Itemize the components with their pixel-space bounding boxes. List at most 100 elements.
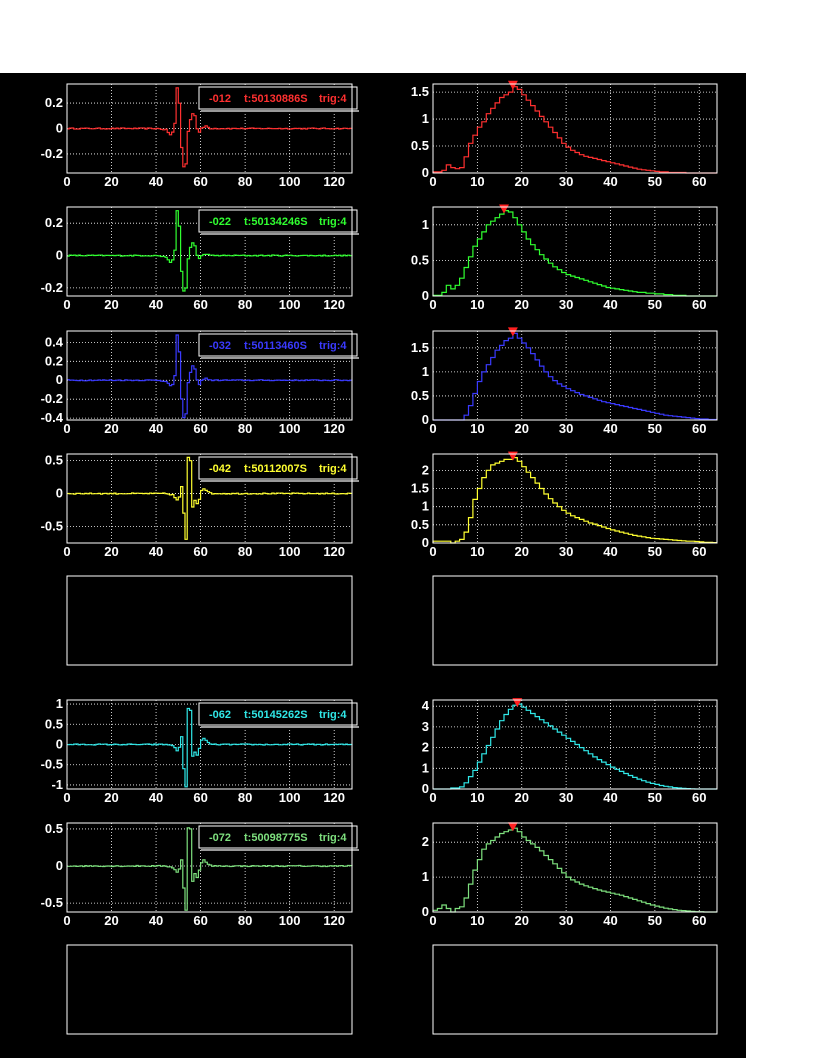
- x-tick-label: 40: [603, 913, 617, 928]
- legend-box: [198, 825, 358, 849]
- plot-frame: [66, 330, 353, 421]
- legend-trig: trig:4: [319, 216, 347, 228]
- x-tick-label: 20: [104, 174, 118, 189]
- x-tick-label: 20: [515, 174, 529, 189]
- y-tick-label: 0: [56, 737, 63, 752]
- x-tick-label: 50: [648, 421, 662, 436]
- x-tick-label: 80: [238, 297, 252, 312]
- y-tick-label: 4: [422, 698, 430, 713]
- waveform-panel-7: 0 20 40 60 80 100 120-0.500.5-072 t:50098775S tr…: [41, 821, 359, 928]
- spectrum-step: [433, 332, 717, 421]
- spectrum-panel-5: [432, 575, 718, 666]
- waveform-trace: [67, 210, 353, 292]
- legend-time: t:50098775S: [244, 832, 308, 844]
- waveform-panel-2: 0 20 40 60 80 100 120-0.200.2 -022 t:50134246S tr…: [41, 206, 359, 312]
- x-tick-label: 120: [323, 913, 345, 928]
- y-tick-label: 0.2: [45, 215, 63, 230]
- peak-marker: [499, 204, 509, 214]
- x-tick-label: 40: [603, 544, 617, 559]
- x-tick-label: 30: [559, 297, 573, 312]
- y-tick-label: 0.2: [45, 95, 63, 110]
- plot-frame: [432, 453, 718, 544]
- spectrum-step: [432, 457, 717, 544]
- plot-canvas: 0 20 40 60 80 100 120 -0.2 0 0.2 -012 t:50130886S tr…: [0, 73, 746, 1058]
- y-tick-label: 3: [422, 719, 429, 734]
- waveform-trace: [67, 827, 353, 911]
- legend-trig: trig:4: [319, 93, 347, 105]
- x-tick-label: 60: [193, 544, 207, 559]
- x-tick-label: 30: [559, 544, 573, 559]
- waveform-panel-4: 0 20 40 60 80 100 120-0.500.5-042 t:50112007S tr…: [41, 453, 359, 559]
- x-tick-label: 30: [559, 790, 573, 805]
- x-tick-label: 60: [692, 544, 706, 559]
- y-tick-label: 0.5: [411, 388, 429, 403]
- waveform-panel-1: 0 20 40 60 80 100 120-0.200.2 -012 t:50130886S tr…: [41, 83, 359, 189]
- legend-box: [198, 86, 358, 110]
- spectrum-step: [432, 86, 717, 174]
- x-tick-label: 100: [279, 174, 301, 189]
- x-tick-label: 20: [104, 790, 118, 805]
- y-tick-label: 0: [422, 412, 429, 427]
- y-tick-label: 2: [422, 462, 429, 477]
- x-tick-label: 40: [603, 297, 617, 312]
- plot-frame: [66, 699, 353, 790]
- x-tick-label: 40: [149, 174, 163, 189]
- legend-trig: trig:4: [319, 463, 347, 475]
- empty-frame: [66, 944, 353, 1035]
- spectrum-panel-2: 0 10 20 30 40 50 60 0 0.5 1: [411, 204, 718, 312]
- x-tick-label: 80: [238, 421, 252, 436]
- y-tick-label: 1: [422, 869, 429, 884]
- x-tick-label: 80: [238, 790, 252, 805]
- legend-time: t:50113460S: [244, 340, 307, 352]
- legend-channel: -022: [209, 216, 231, 228]
- charts-svg: 0 20 40 60 80 100 120-0.200.2 -012 t:50130886S tr…: [41, 80, 718, 1035]
- x-tick-label: 20: [515, 913, 529, 928]
- waveform-trace: [67, 707, 353, 788]
- y-tick-label: -0.2: [41, 391, 63, 406]
- waveform-trace: [67, 334, 353, 419]
- x-tick-label: 0: [429, 297, 436, 312]
- x-tick-label: 40: [603, 790, 617, 805]
- y-tick-label: -0.5: [41, 895, 63, 910]
- x-tick-label: 60: [193, 174, 207, 189]
- x-tick-label: 60: [193, 297, 207, 312]
- x-tick-label: 100: [279, 790, 301, 805]
- y-tick-label: 0.5: [45, 821, 63, 836]
- peak-marker: [507, 80, 518, 90]
- legend-time: t:50145262S: [244, 709, 308, 721]
- y-tick-label: 0.5: [411, 138, 429, 153]
- y-tick-label: 1: [422, 760, 429, 775]
- y-tick-label: 0: [56, 248, 63, 263]
- plot-frame: [66, 822, 353, 913]
- legend-channel: -012: [209, 93, 231, 105]
- legend-trig: trig:4: [319, 832, 347, 844]
- x-tick-label: 60: [692, 297, 706, 312]
- x-tick-label: 0: [63, 421, 70, 436]
- legend-channel: -062: [209, 709, 231, 721]
- plot-frame: [66, 83, 353, 174]
- x-tick-label: 40: [149, 790, 163, 805]
- waveform-panel-3: 0 20 40 60 80 100 120-0.4-0.200.20.4 -032 t:5011…: [41, 330, 359, 436]
- empty-frame: [432, 944, 718, 1035]
- x-tick-label: 20: [104, 544, 118, 559]
- y-tick-label: 1.5: [411, 481, 429, 496]
- x-tick-label: 40: [149, 913, 163, 928]
- waveform-panel-6: 0 20 40 60 80 100 120 -1 -0.5 0 0.5 1 -062 t:50145262…: [41, 696, 359, 805]
- y-tick-label: 0: [422, 165, 429, 180]
- x-tick-label: 120: [323, 174, 345, 189]
- x-tick-label: 0: [63, 913, 70, 928]
- x-tick-label: 0: [63, 544, 70, 559]
- x-tick-label: 60: [692, 790, 706, 805]
- empty-frame: [432, 575, 718, 666]
- x-tick-label: 60: [692, 174, 706, 189]
- x-tick-label: 20: [515, 421, 529, 436]
- x-tick-label: 10: [470, 544, 484, 559]
- x-tick-label: 60: [692, 421, 706, 436]
- peak-marker: [507, 327, 518, 337]
- y-tick-label: -1: [51, 777, 63, 792]
- y-tick-label: 0: [422, 535, 429, 550]
- plot-frame: [432, 206, 718, 297]
- legend-box: [198, 456, 358, 480]
